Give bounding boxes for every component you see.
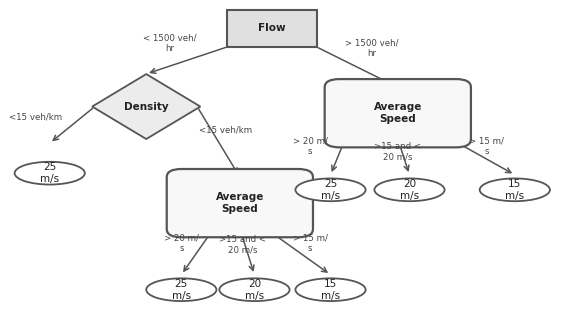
Text: > 20 m/
s: > 20 m/ s [164, 233, 199, 253]
Ellipse shape [374, 178, 445, 201]
Text: 15
m/s: 15 m/s [321, 279, 340, 300]
Text: > 15 m/
s: > 15 m/ s [469, 137, 504, 156]
Text: 25
m/s: 25 m/s [40, 163, 59, 184]
Text: 20
m/s: 20 m/s [245, 279, 264, 300]
Text: Average
Speed: Average Speed [216, 192, 264, 214]
Ellipse shape [295, 278, 366, 301]
FancyBboxPatch shape [325, 79, 471, 147]
FancyBboxPatch shape [227, 10, 317, 47]
Text: 15
m/s: 15 m/s [505, 179, 524, 200]
Text: 25
m/s: 25 m/s [172, 279, 191, 300]
Polygon shape [92, 74, 200, 139]
Text: <15 veh/km: <15 veh/km [9, 113, 61, 122]
Text: <15 veh/km: <15 veh/km [199, 125, 252, 135]
Ellipse shape [295, 178, 366, 201]
Text: > 15 m/
s: > 15 m/ s [292, 233, 328, 253]
Ellipse shape [219, 278, 290, 301]
Text: < 1500 veh/
hr: < 1500 veh/ hr [143, 34, 197, 53]
Ellipse shape [146, 278, 216, 301]
Ellipse shape [480, 178, 550, 201]
Text: Density: Density [124, 102, 168, 112]
Ellipse shape [15, 162, 85, 184]
Text: 25
m/s: 25 m/s [321, 179, 340, 200]
Text: Flow: Flow [258, 23, 286, 33]
Text: > 1500 veh/
hr: > 1500 veh/ hr [345, 39, 398, 58]
Text: >15 and <
20 m/s: >15 and < 20 m/s [374, 142, 421, 161]
FancyBboxPatch shape [167, 169, 313, 237]
Text: Average
Speed: Average Speed [374, 103, 422, 124]
Text: 20
m/s: 20 m/s [400, 179, 419, 200]
Text: > 20 m/
s: > 20 m/ s [292, 137, 328, 156]
Text: >15 and <
20 m/s: >15 and < 20 m/s [219, 235, 266, 254]
